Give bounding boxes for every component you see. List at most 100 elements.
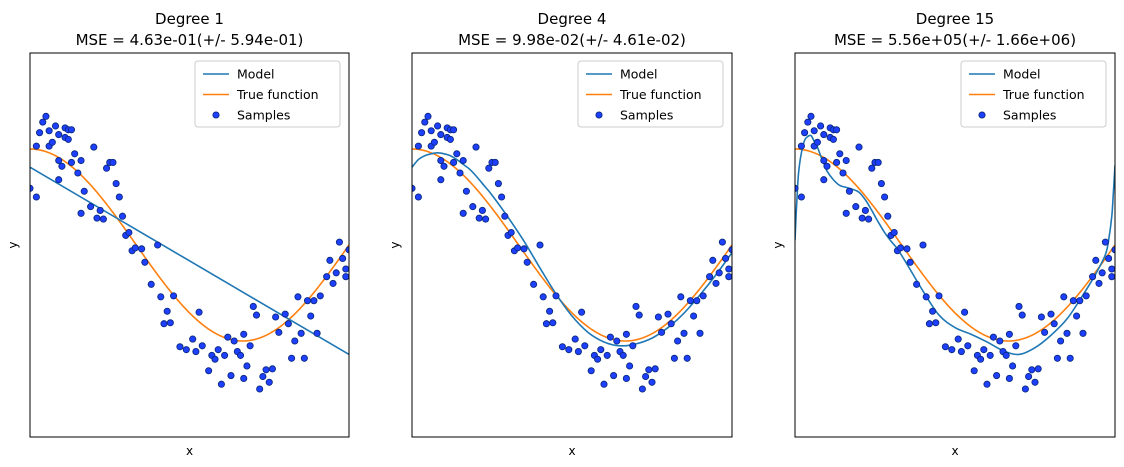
sample-point: [696, 329, 704, 337]
sample-point: [1098, 269, 1106, 277]
sample-point: [1015, 302, 1023, 310]
legend-label: Model: [237, 67, 275, 82]
sample-point: [833, 126, 841, 134]
sample-point: [903, 245, 911, 253]
sample-point: [829, 135, 837, 143]
sample-point: [1009, 362, 1017, 370]
sample-point: [462, 187, 470, 195]
sample-point: [45, 127, 53, 135]
axes-frame: [29, 52, 350, 438]
sample-point: [459, 209, 467, 217]
sample-point: [597, 346, 605, 354]
legend-box: [577, 60, 724, 128]
sample-point: [131, 244, 139, 252]
sample-point: [932, 319, 940, 327]
sample-point: [948, 346, 956, 354]
sample-point: [667, 320, 675, 328]
sample-point: [437, 176, 445, 184]
sample-point: [725, 273, 732, 281]
sample-point: [192, 348, 200, 356]
sample-point: [874, 158, 882, 166]
sample-point: [642, 372, 650, 381]
sample-point: [810, 127, 818, 135]
sample-point: [919, 241, 927, 249]
sample-point: [339, 254, 347, 262]
sample-point: [284, 320, 292, 328]
sample-point: [964, 342, 972, 350]
sample-point: [613, 337, 621, 345]
sample-point: [664, 310, 672, 318]
sample-point: [852, 203, 860, 211]
legend-label: Samples: [237, 108, 290, 123]
sample-point: [683, 354, 691, 362]
x-axis-label: x: [568, 444, 575, 458]
sample-point: [635, 311, 643, 319]
sample-point: [498, 193, 506, 201]
sample-point: [246, 342, 254, 350]
sample-point: [507, 228, 515, 237]
sample-point: [182, 346, 190, 354]
subplot-1: Degree 1 MSE = 4.63e-01(+/- 5.94e-01) x y Mo…: [6, 10, 350, 458]
sample-point: [115, 193, 123, 201]
sample-point: [725, 265, 732, 273]
subplot-3: Degree 15 MSE = 5.56e+05(+/- 1.66e+06) x y M…: [771, 10, 1116, 458]
chart-subtitle: MSE = 5.56e+05(+/- 1.66e+06): [834, 31, 1076, 49]
sample-point: [434, 122, 442, 130]
sample-point: [437, 156, 445, 165]
sample-point: [1076, 297, 1084, 305]
legend-label: Samples: [620, 108, 673, 123]
sample-point: [536, 241, 544, 249]
sample-point: [494, 180, 502, 188]
sample-point: [622, 374, 630, 382]
sample-point: [1073, 312, 1081, 320]
sample-point: [970, 367, 978, 375]
sample-point: [501, 212, 509, 220]
sample-point: [418, 129, 426, 137]
sample-point: [1092, 256, 1100, 264]
sample-point: [610, 372, 618, 380]
legend-label: True function: [1002, 87, 1085, 102]
subplot-2: Degree 4 MSE = 9.98e-02(+/- 4.61e-02) x y Mo…: [388, 10, 733, 458]
sample-point: [472, 143, 480, 151]
sample-point: [163, 307, 171, 315]
sample-point: [546, 307, 554, 315]
sample-point: [645, 366, 653, 374]
sample-point: [342, 273, 349, 281]
sample-point: [176, 343, 184, 351]
sample-point: [833, 158, 841, 166]
sample-point: [154, 241, 162, 249]
sample-point: [1025, 372, 1033, 381]
sample-point: [574, 348, 582, 356]
sample-point: [718, 238, 726, 246]
sample-point: [99, 215, 107, 223]
sample-point: [890, 228, 898, 237]
sample-point: [93, 214, 101, 222]
sample-point: [214, 346, 222, 354]
sample-point: [715, 269, 723, 277]
sample-point: [450, 158, 458, 166]
sample-point: [71, 150, 79, 158]
sample-point: [686, 297, 694, 305]
sample-point: [839, 169, 847, 177]
sample-point: [993, 372, 1001, 380]
sample-point: [1057, 337, 1065, 345]
model-line: [30, 166, 349, 356]
sample-point: [961, 308, 969, 316]
sample-point: [268, 365, 276, 373]
sample-point: [291, 337, 299, 345]
sample-point: [983, 380, 991, 388]
sample-point: [475, 214, 483, 222]
sample-point: [680, 329, 688, 337]
sample-point: [160, 320, 168, 328]
sample-point: [424, 112, 432, 120]
sample-point: [552, 292, 560, 300]
sample-point: [1101, 238, 1109, 246]
sample-point: [300, 354, 308, 362]
sample-point: [996, 337, 1004, 345]
sample-point: [412, 184, 416, 192]
sample-point: [542, 320, 550, 328]
sample-point: [58, 162, 66, 170]
legend-swatch-samples: [212, 111, 220, 119]
sample-point: [240, 330, 248, 338]
